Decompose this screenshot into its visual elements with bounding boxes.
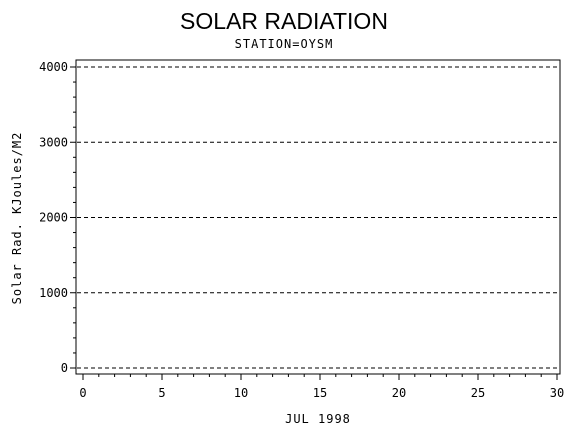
x-tick-label-20: 20 [392, 386, 406, 400]
y-tick-label-1000: 1000 [39, 286, 68, 300]
x-axis-ticks: 0 5 10 15 20 25 30 [79, 374, 564, 400]
x-tick-label-30: 30 [550, 386, 564, 400]
y-tick-label-0: 0 [61, 361, 68, 375]
y-tick-label-2000: 2000 [39, 211, 68, 225]
y-axis-ticks: 0 1000 2000 3000 4000 [39, 60, 76, 375]
x-tick-label-25: 25 [471, 386, 485, 400]
x-tick-label-10: 10 [234, 386, 248, 400]
x-tick-label-5: 5 [158, 386, 165, 400]
y-axis-label: Solar Rad. KJoules/M2 [10, 132, 24, 305]
grid-lines [77, 66, 559, 369]
chart-subtitle: STATION=OYSM [235, 37, 334, 51]
y-tick-label-4000: 4000 [39, 60, 68, 74]
x-axis-label: JUL 1998 [285, 412, 351, 426]
chart-title: SOLAR RADIATION [180, 8, 388, 34]
y-tick-label-3000: 3000 [39, 135, 68, 149]
x-tick-label-0: 0 [79, 386, 86, 400]
x-tick-label-15: 15 [313, 386, 327, 400]
